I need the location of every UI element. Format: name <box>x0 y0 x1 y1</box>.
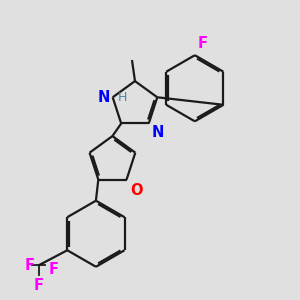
Text: F: F <box>34 278 44 293</box>
Text: F: F <box>197 36 207 51</box>
Text: F: F <box>24 258 34 273</box>
Text: H: H <box>110 91 127 104</box>
Text: O: O <box>130 183 143 198</box>
Text: N: N <box>151 125 164 140</box>
Text: F: F <box>48 262 59 277</box>
Text: N: N <box>97 90 110 105</box>
